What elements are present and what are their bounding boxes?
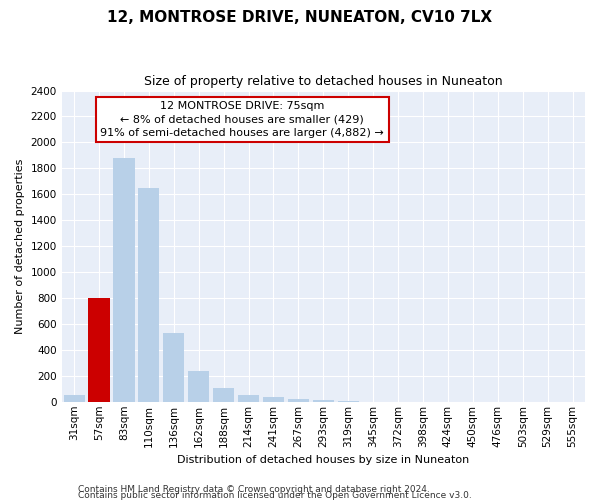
Bar: [213, 388, 234, 402]
Text: 12 MONTROSE DRIVE: 75sqm
← 8% of detached houses are smaller (429)
91% of semi-d: 12 MONTROSE DRIVE: 75sqm ← 8% of detache…: [100, 102, 384, 138]
Bar: [238, 394, 259, 402]
Text: Contains HM Land Registry data © Crown copyright and database right 2024.: Contains HM Land Registry data © Crown c…: [78, 484, 430, 494]
Text: Contains public sector information licensed under the Open Government Licence v3: Contains public sector information licen…: [78, 490, 472, 500]
Bar: [313, 400, 334, 402]
Bar: [188, 370, 209, 402]
X-axis label: Distribution of detached houses by size in Nuneaton: Distribution of detached houses by size …: [177, 455, 469, 465]
Bar: [163, 333, 184, 402]
Bar: [64, 394, 85, 402]
Bar: [288, 399, 309, 402]
Text: 12, MONTROSE DRIVE, NUNEATON, CV10 7LX: 12, MONTROSE DRIVE, NUNEATON, CV10 7LX: [107, 10, 493, 25]
Bar: [113, 158, 134, 402]
Title: Size of property relative to detached houses in Nuneaton: Size of property relative to detached ho…: [144, 75, 503, 88]
Bar: [88, 298, 110, 402]
Y-axis label: Number of detached properties: Number of detached properties: [15, 158, 25, 334]
Bar: [338, 401, 359, 402]
Bar: [138, 188, 160, 402]
Bar: [263, 397, 284, 402]
